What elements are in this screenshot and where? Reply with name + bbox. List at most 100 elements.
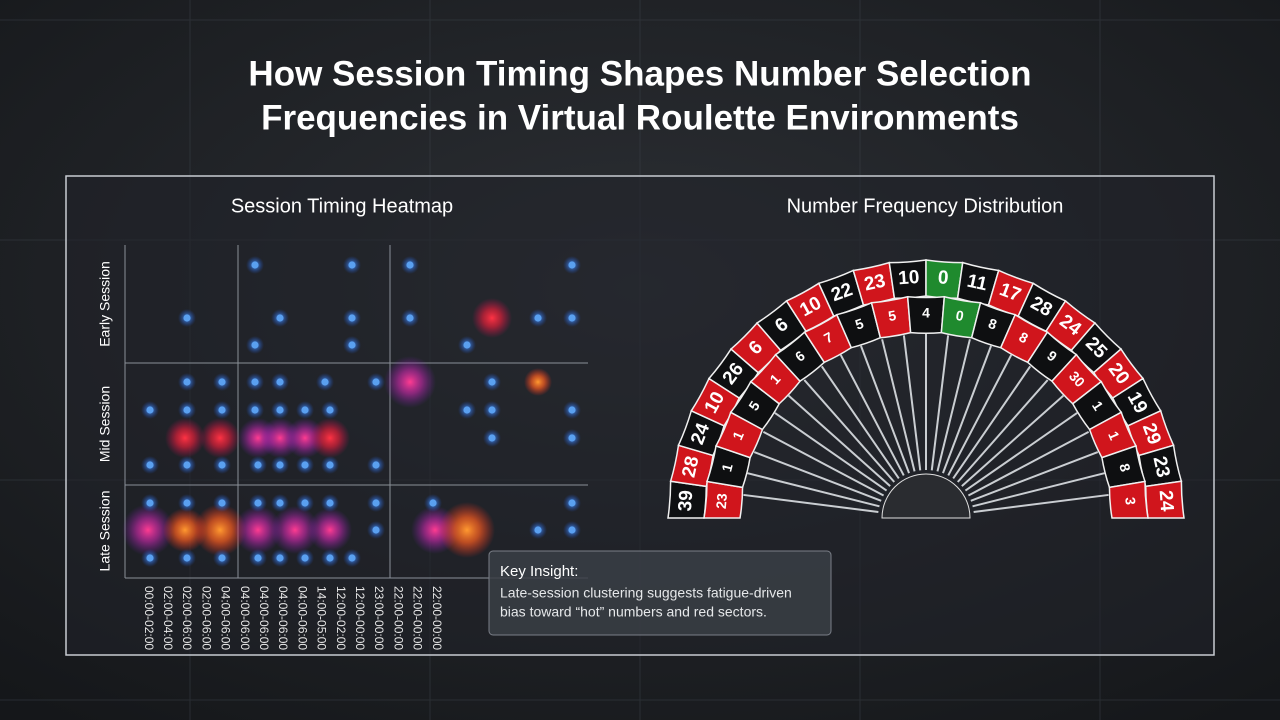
wheel-spoke xyxy=(902,335,922,471)
wheel-number: 0 xyxy=(955,307,966,324)
column-label: 12:00-00:00 xyxy=(353,586,367,650)
wheel-number: 0 xyxy=(937,267,949,289)
heat-dot xyxy=(276,314,284,322)
column-label: 22:00-00:00 xyxy=(430,586,444,650)
heat-dot xyxy=(372,526,380,534)
column-label: 04:00-06:00 xyxy=(295,586,309,650)
heat-glow xyxy=(308,508,352,552)
panel-title: Number Frequency Distribution xyxy=(787,195,1064,217)
column-label: 23:00-00:00 xyxy=(372,586,386,650)
wheel-spoke xyxy=(774,412,888,492)
heat-dot xyxy=(326,499,334,507)
heat-dot xyxy=(406,314,414,322)
title-line: How Session Timing Shapes Number Selecti… xyxy=(248,54,1031,93)
panel-title: Session Timing Heatmap xyxy=(231,195,453,217)
wheel-spoke xyxy=(743,493,879,513)
heat-dot xyxy=(254,461,262,469)
heat-dot xyxy=(251,261,259,269)
heat-glow xyxy=(163,508,207,552)
wheel-number: 5 xyxy=(887,307,898,324)
column-label: 22:00-00:00 xyxy=(411,586,425,650)
wheel-spoke xyxy=(762,431,885,497)
heat-dot xyxy=(348,261,356,269)
heat-dot xyxy=(183,378,191,386)
wheel-spoke xyxy=(839,354,905,476)
heat-dot xyxy=(301,499,309,507)
heat-dot xyxy=(372,499,380,507)
heat-dot xyxy=(254,499,262,507)
insight-text: Late-session clustering suggests fatigue… xyxy=(500,585,792,601)
wheel-number: 10 xyxy=(898,267,921,289)
row-label: Late Session xyxy=(97,491,113,572)
heat-dot xyxy=(348,314,356,322)
heat-dot xyxy=(218,499,226,507)
heat-glow xyxy=(165,418,205,458)
wheel-spoke xyxy=(961,394,1065,487)
heat-dot xyxy=(251,406,259,414)
heat-dot xyxy=(183,554,191,562)
heat-dot xyxy=(406,261,414,269)
heat-dot xyxy=(183,406,191,414)
heat-dot xyxy=(183,461,191,469)
heat-dot xyxy=(146,554,154,562)
title-line: Frequencies in Virtual Roulette Environm… xyxy=(261,98,1019,137)
heat-dot xyxy=(301,554,309,562)
wheel-spoke xyxy=(942,345,992,474)
heat-dot xyxy=(183,499,191,507)
wheel-spoke xyxy=(820,365,900,480)
wheel-number: 23 xyxy=(862,271,887,296)
heat-dot xyxy=(568,434,576,442)
heat-dot xyxy=(218,406,226,414)
heat-dot xyxy=(372,461,380,469)
heat-dot xyxy=(301,406,309,414)
heat-dot xyxy=(276,378,284,386)
column-label: 00:00-02:00 xyxy=(142,586,156,650)
wheel-spoke xyxy=(753,451,882,502)
wheel-number: 1 xyxy=(718,462,735,474)
heat-dot xyxy=(348,341,356,349)
heat-dot xyxy=(254,554,262,562)
row-label: Mid Session xyxy=(97,386,113,462)
heat-dot xyxy=(568,261,576,269)
wheel-spoke xyxy=(970,451,1099,502)
heat-dot xyxy=(276,461,284,469)
wheel-number: 11 xyxy=(965,271,990,296)
heat-dot xyxy=(372,378,380,386)
heat-dot xyxy=(251,378,259,386)
wheel-spoke xyxy=(787,394,891,487)
heat-dot xyxy=(276,554,284,562)
insight-box xyxy=(488,550,832,636)
heat-dot xyxy=(463,341,471,349)
heat-dot xyxy=(301,461,309,469)
wheel-number: 28 xyxy=(679,454,704,479)
heat-dot xyxy=(218,461,226,469)
heat-dot xyxy=(534,314,542,322)
insight-text: bias toward “hot” numbers and red sector… xyxy=(500,604,767,620)
wheel-spoke xyxy=(972,472,1105,508)
heat-dot xyxy=(348,554,356,562)
heat-dot xyxy=(429,499,437,507)
heat-glow xyxy=(122,504,174,556)
column-label: 04:00-06:00 xyxy=(276,586,290,650)
heat-dot xyxy=(534,526,542,534)
heat-dot xyxy=(568,406,576,414)
heat-dot xyxy=(321,378,329,386)
heat-glow xyxy=(472,298,512,338)
column-label: 12:00-02:00 xyxy=(334,586,348,650)
heat-dot xyxy=(568,314,576,322)
wheel-segment xyxy=(1108,480,1149,519)
wheel-spoke xyxy=(967,431,1090,497)
heat-dot xyxy=(276,499,284,507)
heat-glow xyxy=(234,506,282,554)
heat-dot xyxy=(463,406,471,414)
column-label: 02:00-06:00 xyxy=(199,586,213,650)
wheel-hub xyxy=(881,473,971,519)
heat-dot xyxy=(326,406,334,414)
heat-dot xyxy=(488,378,496,386)
heat-dot xyxy=(488,434,496,442)
wheel-number: 3 xyxy=(1122,497,1139,506)
wheel-number: 39 xyxy=(675,490,697,513)
wheel-spoke xyxy=(881,339,916,472)
heat-glow xyxy=(384,356,436,408)
